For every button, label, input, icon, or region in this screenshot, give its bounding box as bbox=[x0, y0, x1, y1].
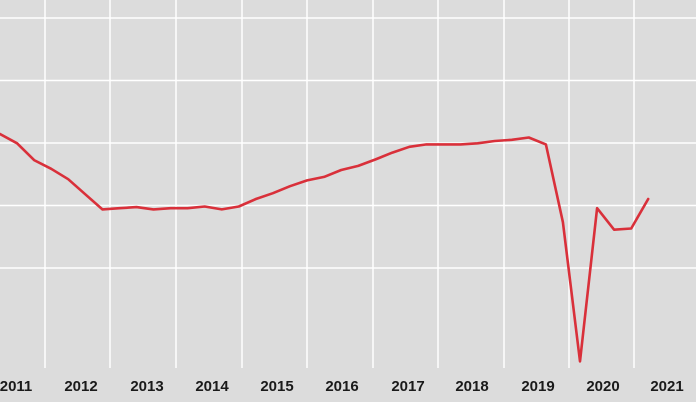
x-tick-label: 2012 bbox=[64, 378, 97, 395]
x-tick-label: 2017 bbox=[391, 378, 424, 395]
x-tick-label: 2019 bbox=[521, 378, 554, 395]
horizontal-gridlines bbox=[0, 17, 696, 269]
series-group bbox=[0, 132, 650, 363]
x-tick-label: 2018 bbox=[455, 378, 488, 395]
x-axis-tick-labels: 2011 2012 2013 2014 2015 2016 2017 2018 2019 2020… bbox=[0, 378, 684, 395]
x-tick-label: 2021 bbox=[650, 378, 683, 395]
x-tick-label: 2011 bbox=[0, 378, 32, 395]
x-tick-label: 2015 bbox=[260, 378, 293, 395]
x-tick-label: 2013 bbox=[130, 378, 163, 395]
x-tick-label: 2014 bbox=[195, 378, 229, 395]
x-tick-label: 2016 bbox=[325, 378, 358, 395]
x-tick-label: 2020 bbox=[586, 378, 619, 395]
vertical-gridlines bbox=[44, 0, 635, 368]
